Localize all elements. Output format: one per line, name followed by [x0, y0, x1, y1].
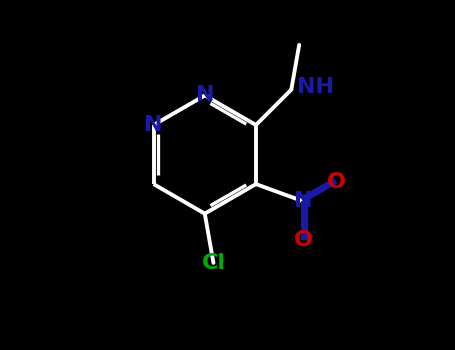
Text: N: N	[144, 115, 163, 135]
Text: N: N	[196, 85, 214, 105]
Text: O: O	[327, 172, 346, 192]
Text: Cl: Cl	[202, 253, 226, 273]
Text: N: N	[293, 191, 312, 211]
Text: NH: NH	[297, 77, 334, 97]
Text: O: O	[293, 230, 313, 250]
